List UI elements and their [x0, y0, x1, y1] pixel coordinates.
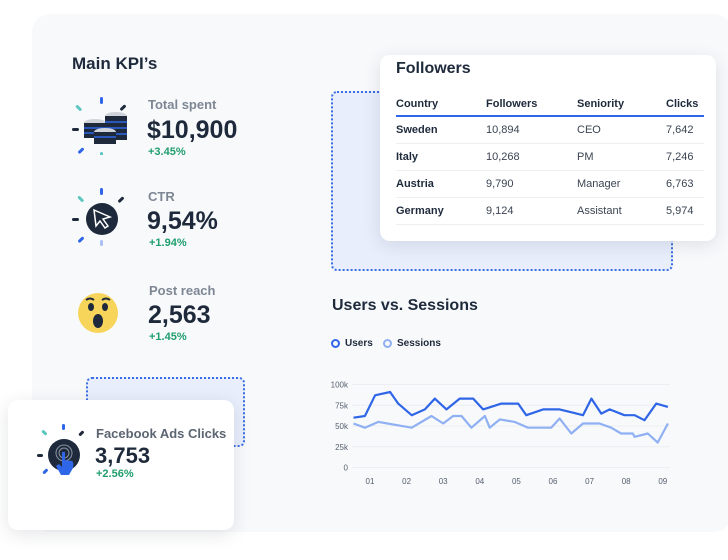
- kpi-change: +1.45%: [149, 331, 187, 343]
- facebook-ads-card[interactable]: [8, 400, 234, 530]
- touch-hand-icon: [37, 424, 84, 475]
- y-tick-label: 75k: [335, 401, 349, 410]
- table-cell: Assistant: [577, 197, 666, 225]
- legend-marker: [331, 339, 340, 348]
- kpi-section-title: Main KPI’s: [72, 54, 158, 73]
- chart-title: Users vs. Sessions: [332, 297, 478, 314]
- coins-icon: [72, 97, 127, 155]
- kpi-label: Facebook Ads Clicks: [96, 426, 227, 441]
- y-tick-label: 100k: [331, 381, 349, 390]
- followers-title: Followers: [396, 60, 471, 77]
- x-tick-label: 05: [512, 477, 521, 486]
- table-cell: Manager: [577, 170, 666, 198]
- table-cell: 7,246: [666, 143, 704, 171]
- kpi-value: $10,900: [147, 116, 238, 144]
- wow-emoji-icon: [78, 293, 118, 333]
- column-header[interactable]: Clicks: [666, 92, 704, 117]
- cursor-click-icon: [72, 188, 124, 246]
- table-cell: Sweden: [396, 116, 486, 144]
- table-cell: CEO: [577, 116, 666, 144]
- series-line-users: [353, 390, 669, 422]
- table-cell: 9,790: [486, 170, 577, 198]
- kpi-label: Post reach: [149, 283, 216, 298]
- table-cell: 6,763: [666, 170, 704, 198]
- legend-item-users[interactable]: Users: [331, 338, 373, 349]
- y-tick-label: 25k: [335, 443, 349, 452]
- table-cell: 7,642: [666, 116, 704, 144]
- column-header[interactable]: Country: [396, 92, 486, 117]
- table-cell: Austria: [396, 170, 486, 198]
- legend-label: Users: [345, 338, 373, 349]
- kpi-label: CTR: [148, 189, 175, 204]
- table-cell: Italy: [396, 143, 486, 171]
- x-tick-label: 08: [622, 477, 631, 486]
- column-header[interactable]: Seniority: [577, 92, 666, 117]
- kpi-change: +1.94%: [149, 237, 187, 249]
- followers-card: Followers Country Followers Seniority Cl…: [380, 55, 716, 241]
- table-cell: 9,124: [486, 197, 577, 225]
- x-tick-label: 03: [439, 477, 448, 486]
- y-tick-label: 50k: [335, 422, 349, 431]
- table-cell: 5,974: [666, 197, 704, 225]
- kpi-change: +3.45%: [148, 146, 186, 158]
- x-tick-label: 02: [402, 477, 411, 486]
- legend-item-sessions[interactable]: Sessions: [383, 338, 441, 349]
- y-tick-label: 0: [344, 464, 349, 473]
- kpi-value: 9,54%: [147, 207, 218, 235]
- kpi-label: Total spent: [148, 97, 217, 112]
- table-row[interactable]: Germany 9,124 Assistant 5,974: [396, 197, 704, 225]
- table-cell: PM: [577, 143, 666, 171]
- legend-label: Sessions: [397, 338, 441, 349]
- x-tick-label: 06: [549, 477, 558, 486]
- series-line-sessions: [353, 414, 669, 444]
- followers-table: Country Followers Seniority Clicks Swede…: [396, 92, 704, 225]
- legend-marker: [383, 339, 392, 348]
- table-row[interactable]: Italy 10,268 PM 7,246: [396, 143, 704, 171]
- kpi-value: 3,753: [95, 443, 151, 468]
- table-cell: Germany: [396, 197, 486, 225]
- x-tick-label: 09: [658, 477, 667, 486]
- column-header[interactable]: Followers: [486, 92, 577, 117]
- table-row[interactable]: Sweden 10,894 CEO 7,642: [396, 116, 704, 144]
- x-tick-label: 07: [585, 477, 594, 486]
- table-cell: 10,894: [486, 116, 577, 144]
- table-row[interactable]: Austria 9,790 Manager 6,763: [396, 170, 704, 198]
- x-tick-label: 01: [366, 477, 375, 486]
- kpi-change: +2.56%: [96, 468, 134, 480]
- x-tick-label: 04: [475, 477, 484, 486]
- kpi-value: 2,563: [148, 301, 211, 329]
- table-cell: 10,268: [486, 143, 577, 171]
